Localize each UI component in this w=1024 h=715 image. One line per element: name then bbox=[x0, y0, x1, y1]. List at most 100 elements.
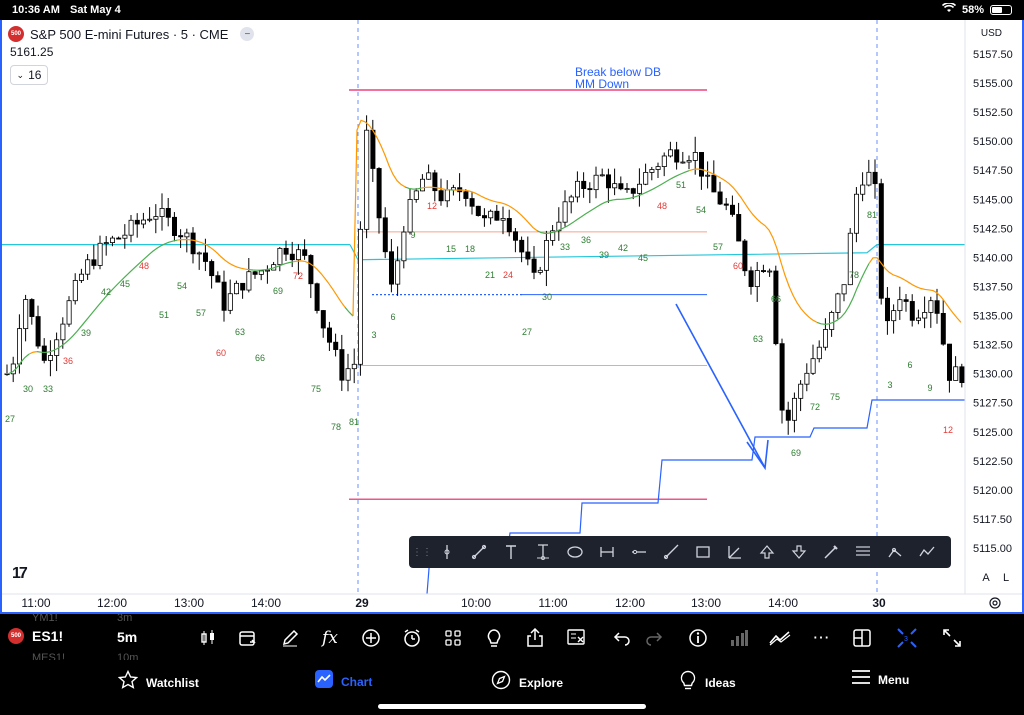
layout-grid-icon[interactable] bbox=[441, 626, 465, 650]
path-tool-icon[interactable] bbox=[879, 536, 911, 568]
symbol-selector[interactable]: 500 ES1! bbox=[8, 628, 63, 644]
tab-menu[interactable]: Menu bbox=[852, 670, 909, 689]
candle-body bbox=[326, 327, 332, 343]
chart-title[interactable]: S&P 500 E-mini Futures · 5 · CME bbox=[30, 26, 229, 42]
tab-ideas[interactable]: Ideas bbox=[679, 670, 736, 695]
tab-bar: Watchlist Chart Explore Ideas Menu bbox=[0, 660, 1024, 715]
redo-icon[interactable] bbox=[642, 626, 666, 650]
anchored-text-tool-icon[interactable] bbox=[527, 536, 559, 568]
svg-text:3: 3 bbox=[904, 636, 908, 643]
ellipse-tool-icon[interactable] bbox=[559, 536, 591, 568]
candle-body bbox=[419, 178, 425, 192]
candle-body bbox=[469, 198, 475, 207]
candle-body bbox=[798, 383, 804, 399]
brush-tool-icon[interactable] bbox=[815, 536, 847, 568]
more-icon[interactable]: ⋯ bbox=[812, 628, 830, 647]
price-axis-label: 5122.50 bbox=[973, 456, 1013, 468]
undo-icon[interactable] bbox=[610, 626, 634, 650]
drawing-toolbar: ⋮⋮ bbox=[409, 536, 951, 568]
candle-body bbox=[233, 282, 239, 295]
candle-body bbox=[606, 174, 612, 189]
time-axis-label: 29 bbox=[355, 596, 369, 610]
polyline-tool-icon[interactable] bbox=[911, 536, 943, 568]
fullscreen-icon[interactable] bbox=[940, 626, 964, 650]
bar-number-label: 12 bbox=[943, 425, 953, 435]
candle-body bbox=[686, 160, 692, 163]
bar-number-label: 36 bbox=[63, 356, 73, 366]
bar-chart-icon[interactable] bbox=[727, 626, 751, 650]
add-icon[interactable] bbox=[359, 626, 383, 650]
candle-body bbox=[581, 180, 587, 189]
fib-tool-tool-icon[interactable] bbox=[719, 536, 751, 568]
candle-body bbox=[575, 180, 581, 198]
tab-label: Explore bbox=[519, 675, 564, 690]
candle-body bbox=[959, 366, 965, 384]
settings-gear-icon[interactable] bbox=[989, 597, 1001, 609]
clear-drawings-icon[interactable] bbox=[565, 626, 589, 650]
bar-number-label: 9 bbox=[410, 230, 415, 240]
bar-number-label: 54 bbox=[696, 205, 706, 215]
tab-watchlist[interactable]: Watchlist bbox=[117, 669, 199, 695]
text-tool-icon[interactable] bbox=[495, 536, 527, 568]
vertical-line-tool-icon[interactable] bbox=[431, 536, 463, 568]
bar-number-label: 39 bbox=[81, 328, 91, 338]
currency-label[interactable]: USD bbox=[980, 28, 1002, 39]
candle-body bbox=[748, 270, 754, 287]
candle-body bbox=[668, 149, 674, 157]
candle-body bbox=[531, 258, 537, 273]
date-range-tool-icon[interactable] bbox=[591, 536, 623, 568]
arrow-up-tool-icon[interactable] bbox=[751, 536, 783, 568]
indicators-toggle[interactable]: ⌄ 16 bbox=[10, 65, 48, 85]
candle-body bbox=[407, 199, 413, 233]
layout-icon[interactable] bbox=[850, 626, 874, 650]
candle-type-icon[interactable] bbox=[196, 626, 220, 650]
candle-body bbox=[60, 323, 66, 341]
candle-body bbox=[35, 316, 41, 347]
moving-average-line bbox=[536, 170, 690, 234]
tab-chart[interactable]: Chart bbox=[315, 670, 372, 693]
indicators-fx-icon[interactable]: fx bbox=[322, 628, 338, 648]
drag-handle-icon[interactable]: ⋮⋮ bbox=[412, 546, 432, 558]
candle-body bbox=[804, 372, 810, 385]
candle-body bbox=[835, 293, 841, 313]
crosshair-icon[interactable]: 3 bbox=[895, 626, 919, 650]
tab-label: Menu bbox=[878, 672, 910, 687]
moving-average-line bbox=[420, 186, 450, 191]
ray-tool-icon[interactable] bbox=[655, 536, 687, 568]
rectangle-tool-icon[interactable] bbox=[687, 536, 719, 568]
pitchfork-tool-icon[interactable] bbox=[847, 536, 879, 568]
bar-number-label: 33 bbox=[560, 242, 570, 252]
horizontal-line-tool-icon[interactable] bbox=[623, 536, 655, 568]
candle-body bbox=[314, 283, 320, 311]
pen-icon[interactable] bbox=[278, 626, 302, 650]
candle-body bbox=[705, 174, 711, 177]
alarm-icon[interactable] bbox=[400, 626, 424, 650]
bar-number-label: 72 bbox=[810, 402, 820, 412]
candle-body bbox=[333, 341, 339, 350]
trend-line-tool-icon[interactable] bbox=[463, 536, 495, 568]
candle-body bbox=[426, 172, 432, 180]
moving-average-line bbox=[344, 306, 354, 317]
chart-area[interactable]: Break below DB MM Down 27 30 33 39 36 42 45 48 51 5… bbox=[0, 20, 1024, 614]
compare-icon[interactable] bbox=[768, 626, 792, 650]
candle-body bbox=[345, 368, 351, 381]
collapse-legend-button[interactable]: − bbox=[240, 27, 255, 41]
share-icon[interactable] bbox=[523, 626, 547, 650]
auto-scale-button[interactable]: A bbox=[978, 570, 994, 586]
interval-selector[interactable]: 5m bbox=[117, 629, 138, 645]
info-icon[interactable] bbox=[686, 626, 710, 650]
tab-explore[interactable]: Explore bbox=[491, 670, 563, 695]
time-axis-label: 12:00 bbox=[97, 596, 127, 610]
replay-icon[interactable] bbox=[236, 626, 260, 650]
bar-number-label: 18 bbox=[465, 244, 475, 254]
candle-body bbox=[140, 219, 146, 225]
candle-body bbox=[692, 152, 698, 161]
candle-body bbox=[122, 234, 128, 239]
gear-ring bbox=[989, 597, 1001, 609]
moving-average-line bbox=[816, 263, 870, 325]
ideas-bulb-icon[interactable] bbox=[482, 626, 506, 650]
candle-body bbox=[916, 317, 922, 321]
log-scale-button[interactable]: L bbox=[998, 570, 1014, 586]
arrow-down-tool-icon[interactable] bbox=[783, 536, 815, 568]
